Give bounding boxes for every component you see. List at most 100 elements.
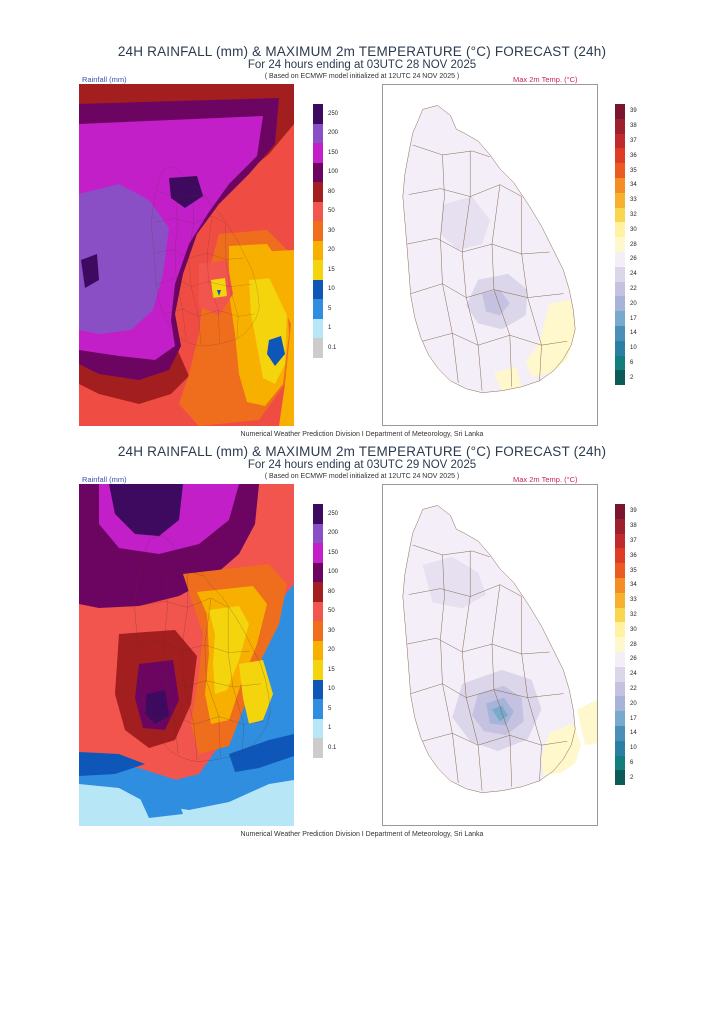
legend-swatch: 35 xyxy=(615,563,637,578)
legend-swatch: 32 xyxy=(615,207,637,223)
legend-value-label: 34 xyxy=(630,182,637,189)
legend-swatch: 34 xyxy=(615,177,637,193)
legend-swatch: 1 xyxy=(313,718,331,738)
legend-value-label: 10 xyxy=(630,745,637,752)
temperature-legend: 39 38 37 36 35 34 33 32 30 28 26 24 22 20 17 14 10 6 2 xyxy=(615,104,637,386)
rainfall-map-label: Rainfall (mm) xyxy=(82,475,127,484)
legend-value-label: 150 xyxy=(328,149,339,156)
legend-swatch: 39 xyxy=(615,504,637,519)
legend-swatch: 33 xyxy=(615,192,637,208)
panel-title: 24H RAINFALL (mm) & MAXIMUM 2m TEMPERATU… xyxy=(117,444,607,459)
legend-value-label: 30 xyxy=(328,227,335,234)
legend-swatch: 20 xyxy=(615,296,637,312)
legend-value-label: 37 xyxy=(630,537,637,544)
legend-swatch: 32 xyxy=(615,607,637,623)
legend-value-label: 100 xyxy=(328,169,339,176)
legend-swatch: 28 xyxy=(615,237,637,252)
legend-value-label: 32 xyxy=(630,611,637,618)
rainfall-map xyxy=(79,84,294,426)
legend-swatch: 22 xyxy=(615,281,637,297)
legend-value-label: 15 xyxy=(328,666,335,673)
legend-swatch: 30 xyxy=(313,221,335,241)
temperature-legend: 39 38 37 36 35 34 33 32 30 28 26 24 22 20 17 14 10 6 2 xyxy=(615,504,637,786)
legend-value-label: 80 xyxy=(328,588,335,595)
legend-value-label: 39 xyxy=(630,508,637,515)
footer-credit: Numerical Weather Prediction Division I … xyxy=(240,431,484,438)
legend-value-label: 200 xyxy=(328,130,339,137)
legend-swatch: 33 xyxy=(615,592,637,608)
legend-swatch: 38 xyxy=(615,118,637,134)
legend-value-label: 1 xyxy=(328,725,332,732)
legend-swatch: 30 xyxy=(615,222,637,238)
legend-value-label: 36 xyxy=(630,152,637,159)
legend-value-label: 24 xyxy=(630,671,637,678)
panel-title: 24H RAINFALL (mm) & MAXIMUM 2m TEMPERATU… xyxy=(117,44,607,59)
legend-value-label: 5 xyxy=(328,705,332,712)
legend-swatch: 30 xyxy=(313,621,335,641)
legend-value-label: 17 xyxy=(630,315,637,322)
forecast-panel-1: 24H RAINFALL (mm) & MAXIMUM 2m TEMPERATU… xyxy=(0,44,724,444)
legend-swatch: 150 xyxy=(313,143,338,163)
legend-swatch: 50 xyxy=(313,201,335,221)
legend-value-label: 35 xyxy=(630,567,637,574)
legend-value-label: 20 xyxy=(328,647,335,654)
legend-swatch: 20 xyxy=(313,640,335,660)
legend-swatch: 5 xyxy=(313,699,331,719)
legend-swatch: 28 xyxy=(615,637,637,652)
legend-swatch: 37 xyxy=(615,533,637,549)
legend-value-label: 14 xyxy=(630,330,637,337)
legend-swatch: 6 xyxy=(615,355,633,371)
legend-value-label: 1 xyxy=(328,325,332,332)
rainfall-map xyxy=(79,484,294,826)
legend-swatch: 6 xyxy=(615,755,633,771)
legend-swatch: 2 xyxy=(615,770,633,786)
legend-swatch: 150 xyxy=(313,543,338,563)
legend-value-label: 22 xyxy=(630,685,637,692)
legend-swatch: 24 xyxy=(615,266,637,282)
legend-value-label: 38 xyxy=(630,123,637,130)
legend-swatch: 250 xyxy=(313,104,338,124)
legend-value-label: 15 xyxy=(328,266,335,273)
legend-swatch: 37 xyxy=(615,133,637,149)
legend-swatch: 15 xyxy=(313,660,335,680)
legend-value-label: 150 xyxy=(328,549,339,556)
legend-swatch: 10 xyxy=(313,279,335,299)
legend-value-label: 50 xyxy=(328,208,335,215)
legend-value-label: 30 xyxy=(630,626,637,633)
legend-value-label: 33 xyxy=(630,597,637,604)
legend-value-label: 0.1 xyxy=(328,744,337,751)
legend-value-label: 10 xyxy=(328,286,335,293)
legend-value-label: 35 xyxy=(630,167,637,174)
legend-value-label: 30 xyxy=(328,627,335,634)
legend-value-label: 80 xyxy=(328,188,335,195)
legend-value-label: 10 xyxy=(630,345,637,352)
legend-swatch: 200 xyxy=(313,523,338,543)
legend-swatch: 20 xyxy=(615,696,637,712)
legend-swatch: 38 xyxy=(615,518,637,534)
legend-value-label: 17 xyxy=(630,715,637,722)
legend-swatch: 14 xyxy=(615,725,637,741)
legend-swatch: 15 xyxy=(313,260,335,280)
legend-swatch: 22 xyxy=(615,681,637,697)
legend-swatch: 100 xyxy=(313,162,338,182)
legend-swatch: 2 xyxy=(615,370,633,386)
legend-swatch: 17 xyxy=(615,311,637,326)
temperature-map-label: Max 2m Temp. (°C) xyxy=(513,475,578,484)
legend-value-label: 0.1 xyxy=(328,344,337,351)
legend-value-label: 100 xyxy=(328,569,339,576)
legend-value-label: 20 xyxy=(630,700,637,707)
footer-credit: Numerical Weather Prediction Division I … xyxy=(240,831,484,838)
legend-value-label: 10 xyxy=(328,686,335,693)
legend-swatch: 36 xyxy=(615,148,637,164)
legend-value-label: 250 xyxy=(328,510,339,517)
legend-value-label: 5 xyxy=(328,305,332,312)
legend-value-label: 22 xyxy=(630,285,637,292)
legend-value-label: 26 xyxy=(630,656,637,663)
legend-value-label: 38 xyxy=(630,523,637,530)
panel-subtitle: For 24 hours ending at 03UTC 29 NOV 2025 xyxy=(247,459,477,471)
legend-value-label: 6 xyxy=(630,359,634,366)
legend-value-label: 200 xyxy=(328,530,339,537)
legend-swatch: 250 xyxy=(313,504,338,524)
legend-swatch: 200 xyxy=(313,123,338,143)
legend-swatch: 10 xyxy=(615,340,637,356)
